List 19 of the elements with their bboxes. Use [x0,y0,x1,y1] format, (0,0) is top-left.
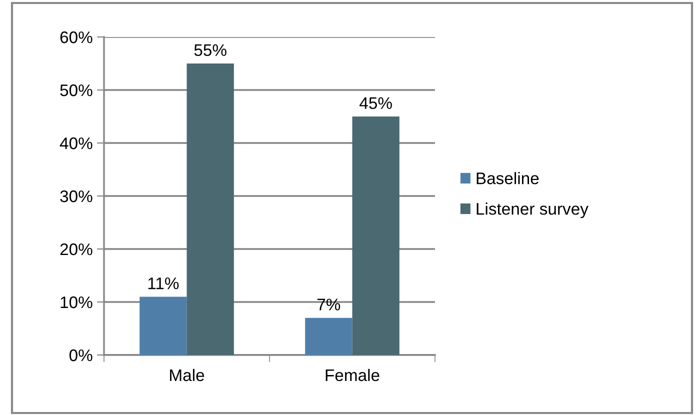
y-tick-label: 40% [60,137,92,150]
data-label: 11% [148,278,179,290]
y-tick-label: 10% [60,296,92,308]
bar [352,116,400,355]
y-tick-label: 0% [69,349,92,362]
data-label: 45% [360,97,392,110]
bar [305,318,352,355]
legend-label: Baseline [476,172,539,184]
x-tick-label: Male [170,368,204,382]
bar [186,64,234,355]
bar [140,296,187,355]
legend-label: Listener survey [476,202,588,218]
data-label: 7% [317,298,340,310]
x-tick-label: Female [326,368,380,382]
y-tick-label: 50% [60,84,92,96]
y-tick-label: 30% [60,190,92,202]
data-label: 55% [194,44,226,56]
y-tick-label: 20% [60,243,92,256]
y-tick-label: 60% [60,31,92,44]
